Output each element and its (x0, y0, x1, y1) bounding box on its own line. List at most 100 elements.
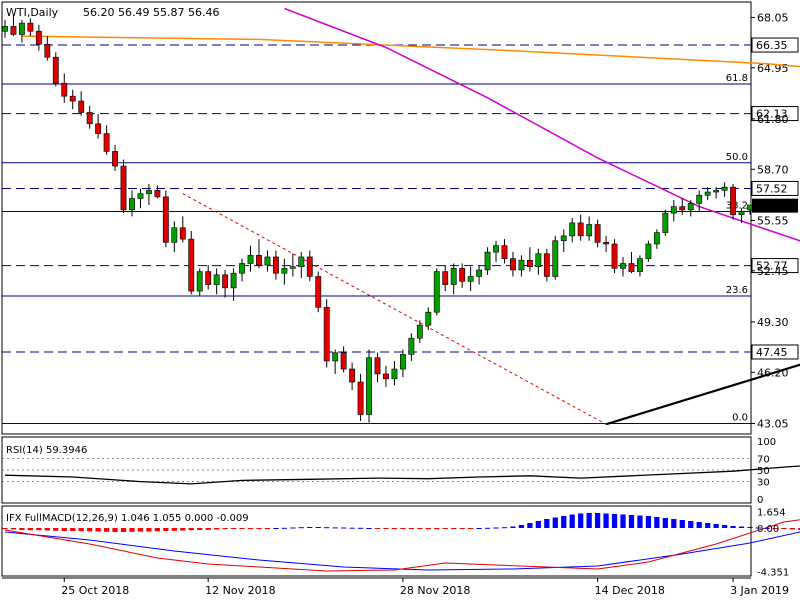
macd-histogram-bar (730, 526, 736, 528)
candle-bullish (213, 274, 220, 285)
macd-histogram-bar (468, 528, 474, 529)
macd-histogram-bar (789, 528, 795, 530)
rsi-plot-frame (1, 436, 752, 504)
macd-histogram-bar (645, 516, 652, 528)
candle-bearish (162, 196, 169, 243)
candle-bullish (476, 269, 483, 277)
current-price-box (752, 198, 798, 213)
macd-histogram-bar (679, 520, 685, 528)
macd-histogram-bar (10, 528, 17, 530)
macd-histogram-bar (197, 528, 203, 530)
candle-bearish (374, 357, 381, 375)
macd-histogram-bar (341, 527, 347, 529)
date-tick-label: 3 Jan 2019 (730, 584, 789, 597)
candle-bullish (670, 206, 677, 214)
candle-bullish (247, 255, 254, 264)
macd-tick-label: 0.00 (757, 524, 779, 535)
price-tick-label: 43.05 (757, 417, 789, 430)
rsi-tick-label: 50 (757, 466, 770, 477)
candle-bearish (188, 238, 195, 292)
level-price-label: 47.45 (756, 346, 788, 359)
level-price-box (751, 180, 799, 196)
candle-bearish (323, 307, 330, 362)
macd-histogram-bar (637, 515, 643, 528)
fib-level-label: 50.0 (726, 152, 748, 163)
macd-histogram-bar (349, 527, 355, 529)
candle-bullish (264, 256, 271, 266)
candle-bullish (450, 268, 457, 285)
price-tick-label: 49.30 (757, 316, 789, 329)
candle-bullish (2, 26, 8, 32)
candle-bullish (653, 232, 660, 245)
price-tick-label: 55.55 (757, 214, 789, 227)
macd-histogram-bar (163, 528, 169, 531)
macd-histogram-bar (70, 528, 76, 531)
fib-retracement-line (182, 193, 607, 425)
macd-histogram-bar (188, 528, 194, 531)
candle-bearish (679, 206, 686, 211)
candle-bullish (230, 272, 237, 289)
date-tick-label: 28 Nov 2018 (400, 584, 470, 597)
macd-histogram-bar (53, 528, 59, 531)
macd-panel: 1.654 0.00 -4.351 (1, 505, 800, 579)
candle-bullish (129, 198, 135, 211)
candle-bullish (366, 357, 372, 415)
candle-bullish (145, 190, 152, 194)
candle-bearish (628, 263, 635, 272)
candle-bullish (433, 271, 440, 313)
macd-histogram-bar (78, 528, 84, 532)
macd-histogram-bar (273, 528, 279, 529)
macd-histogram-bar (137, 528, 144, 532)
candle-bearish (10, 26, 17, 35)
price-tick-label: 58.70 (757, 163, 789, 176)
candle-bearish (543, 253, 550, 277)
macd-histogram-bar (417, 528, 423, 529)
candle-bearish (603, 242, 610, 245)
level-price-box (751, 258, 799, 274)
trendline-support (605, 363, 800, 426)
macd-histogram-bar (755, 527, 762, 529)
candle-bullish (391, 368, 398, 380)
symbol-label: WTI,Daily (6, 6, 59, 19)
candle-bearish (154, 190, 161, 198)
candle-bearish (340, 352, 347, 370)
macd-signal-line (4, 531, 800, 571)
macd-tick-label: 1.654 (757, 507, 786, 518)
macd-histogram-bar (366, 528, 372, 529)
macd-histogram-bar (721, 525, 728, 528)
candle-bullish (518, 259, 525, 271)
macd-histogram-bar (112, 528, 118, 532)
candle-bearish (120, 165, 127, 211)
candle-bearish (611, 243, 618, 269)
candle-bullish (704, 191, 711, 196)
macd-histogram-bar (36, 528, 42, 531)
candle-bullish (281, 268, 288, 274)
level-price-label: 52.77 (756, 260, 788, 273)
candle-bullish (738, 211, 745, 216)
candle-bearish (27, 22, 34, 32)
macd-histogram-bar (781, 528, 787, 529)
candle-bullish (289, 266, 296, 269)
macd-histogram-bar (19, 528, 25, 530)
macd-histogram-bar (772, 528, 779, 529)
fib-level-label: 23.6 (726, 285, 748, 296)
macd-histogram-bar (129, 528, 135, 532)
candle-bullish (19, 22, 25, 35)
macd-histogram-bar (747, 527, 753, 528)
rsi-tick-label: 30 (757, 478, 770, 489)
level-price-label: 62.13 (756, 108, 788, 121)
macd-label: IFX FullMACD(12,26,9) 1.046 1.055 0.000 … (6, 513, 249, 524)
candle-bullish (747, 204, 753, 211)
macd-histogram-bar (628, 515, 635, 528)
candle-bullish (332, 352, 339, 362)
candle-bearish (510, 258, 516, 271)
macd-histogram-bar (798, 528, 800, 530)
macd-histogram-bar (103, 528, 110, 532)
macd-histogram-bar (662, 518, 668, 528)
macd-histogram-bar (671, 519, 677, 528)
candle-bullish (721, 186, 728, 191)
macd-histogram-bar (688, 521, 694, 528)
rsi-tick-label: 0 (757, 495, 763, 506)
price-tick-label: 61.80 (757, 113, 789, 126)
candle-bullish (399, 354, 406, 370)
